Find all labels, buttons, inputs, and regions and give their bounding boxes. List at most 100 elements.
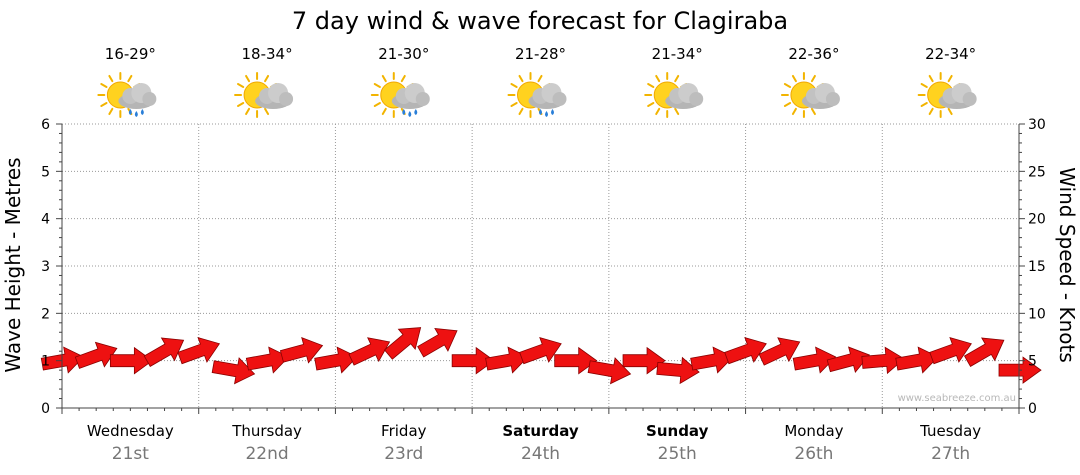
- grid: [62, 123, 1019, 408]
- cloud-puff: [142, 92, 157, 106]
- rain-drop: [140, 109, 144, 115]
- sun-ray: [647, 83, 655, 88]
- wind-arrow-shape: [143, 337, 185, 367]
- showers-icon: [507, 72, 567, 118]
- sun-ray: [783, 102, 792, 107]
- day-name: Sunday: [646, 422, 709, 440]
- sun-ray: [920, 83, 928, 88]
- wind-arrow-shape: [314, 346, 358, 374]
- cloud: [118, 83, 157, 109]
- sun-ray: [100, 102, 108, 107]
- rain-drops: [539, 109, 554, 117]
- day-date: 24th: [521, 444, 560, 464]
- sun-ray: [920, 102, 928, 107]
- sun-ray: [928, 74, 934, 83]
- day-name: Wednesday: [87, 422, 174, 440]
- temperature-range: 21-34°: [652, 45, 703, 63]
- partly-cloudy-icon: [917, 72, 977, 118]
- sun-ray: [674, 107, 680, 116]
- cloud-puff: [415, 92, 430, 106]
- day-date: 22nd: [245, 444, 288, 464]
- wind-arrow: [177, 337, 221, 365]
- day-date: 25th: [658, 444, 697, 464]
- wind-arrow-shape: [622, 346, 666, 375]
- wind-arrow: [587, 357, 632, 385]
- wind-arrow-shape: [211, 357, 256, 385]
- sun-ray: [264, 107, 270, 116]
- wind-arrow-shape: [485, 346, 529, 374]
- cloud: [938, 83, 977, 109]
- chart-title: 7 day wind & wave forecast for Clagiraba: [292, 7, 788, 35]
- wind-arrow: [963, 337, 1005, 367]
- wind-arrow: [417, 327, 458, 358]
- sun-ray: [947, 107, 953, 116]
- rain-drop: [128, 109, 132, 115]
- sun-ray: [518, 107, 524, 116]
- sun-ray: [264, 74, 270, 83]
- sun-ray: [237, 102, 245, 107]
- temperature-range: 18-34°: [242, 45, 293, 63]
- wind-arrow-shape: [245, 346, 290, 374]
- wind-arrow-shape: [895, 346, 939, 374]
- y2-tick-label: 15: [1028, 259, 1046, 275]
- y-tick-label: 4: [41, 212, 50, 228]
- wind-arrow: [895, 346, 939, 374]
- rain-drop: [402, 109, 406, 115]
- day-date: 23rd: [384, 444, 423, 464]
- day-name: Saturday: [502, 422, 579, 440]
- wind-arrow-shape: [279, 336, 324, 364]
- partly-cloudy-icon: [234, 72, 294, 118]
- wind-arrow: [314, 346, 358, 374]
- y2-tick-label: 0: [1028, 401, 1037, 417]
- wind-arrow: [211, 357, 256, 385]
- wind-arrow-shape: [109, 346, 154, 375]
- sun-ray: [373, 102, 381, 107]
- partly-cloudy-icon: [780, 72, 840, 118]
- sun-ray: [655, 107, 661, 116]
- day-name: Monday: [784, 422, 843, 440]
- y-tick-label: 5: [41, 164, 50, 180]
- sun-ray: [537, 74, 543, 83]
- rain-drop: [408, 111, 412, 117]
- rain-drop: [551, 109, 554, 115]
- wind-arrows: [40, 327, 1042, 385]
- partly-cloudy-icon: [644, 72, 704, 118]
- sun-ray: [245, 74, 251, 83]
- day-date: 21st: [112, 444, 149, 464]
- sun-rays: [917, 72, 964, 118]
- wind-arrow-shape: [554, 346, 598, 375]
- sun-ray: [400, 74, 406, 83]
- day-labels: Wednesday 21st Thursday 22nd Friday 23rd Satur…: [87, 422, 981, 464]
- wind-arrow-shape: [861, 346, 905, 375]
- day-date: 27th: [931, 444, 970, 464]
- cloud-puff: [552, 92, 567, 106]
- y-tick-label: 3: [41, 259, 50, 275]
- cloud: [528, 83, 567, 109]
- wind-arrow: [485, 346, 529, 374]
- day-name: Thursday: [231, 422, 302, 440]
- cloud: [801, 83, 840, 109]
- wind-arrow: [279, 336, 324, 364]
- wind-arrow-shape: [929, 337, 972, 365]
- cloud: [391, 83, 430, 109]
- sun-ray: [100, 83, 108, 88]
- cloud-puff: [962, 92, 977, 106]
- wind-arrow: [656, 356, 700, 385]
- y2-tick-label: 30: [1028, 117, 1046, 133]
- temperature-range: 16-29°: [105, 45, 156, 63]
- wind-arrow-shape: [451, 346, 495, 375]
- wind-arrow-shape: [656, 356, 700, 385]
- wind-arrow: [519, 337, 562, 365]
- sun-ray: [791, 107, 797, 116]
- y2-tick-label: 20: [1028, 212, 1046, 228]
- wind-arrow: [861, 346, 905, 375]
- cloud-puff: [825, 92, 840, 106]
- rain-drops: [128, 109, 144, 117]
- sun-ray: [647, 102, 655, 107]
- showers-icon: [370, 72, 430, 118]
- y2-tick-label: 25: [1028, 164, 1046, 180]
- wind-arrow: [245, 346, 290, 374]
- wind-arrow-shape: [177, 337, 221, 365]
- wind-arrow-shape: [758, 337, 801, 366]
